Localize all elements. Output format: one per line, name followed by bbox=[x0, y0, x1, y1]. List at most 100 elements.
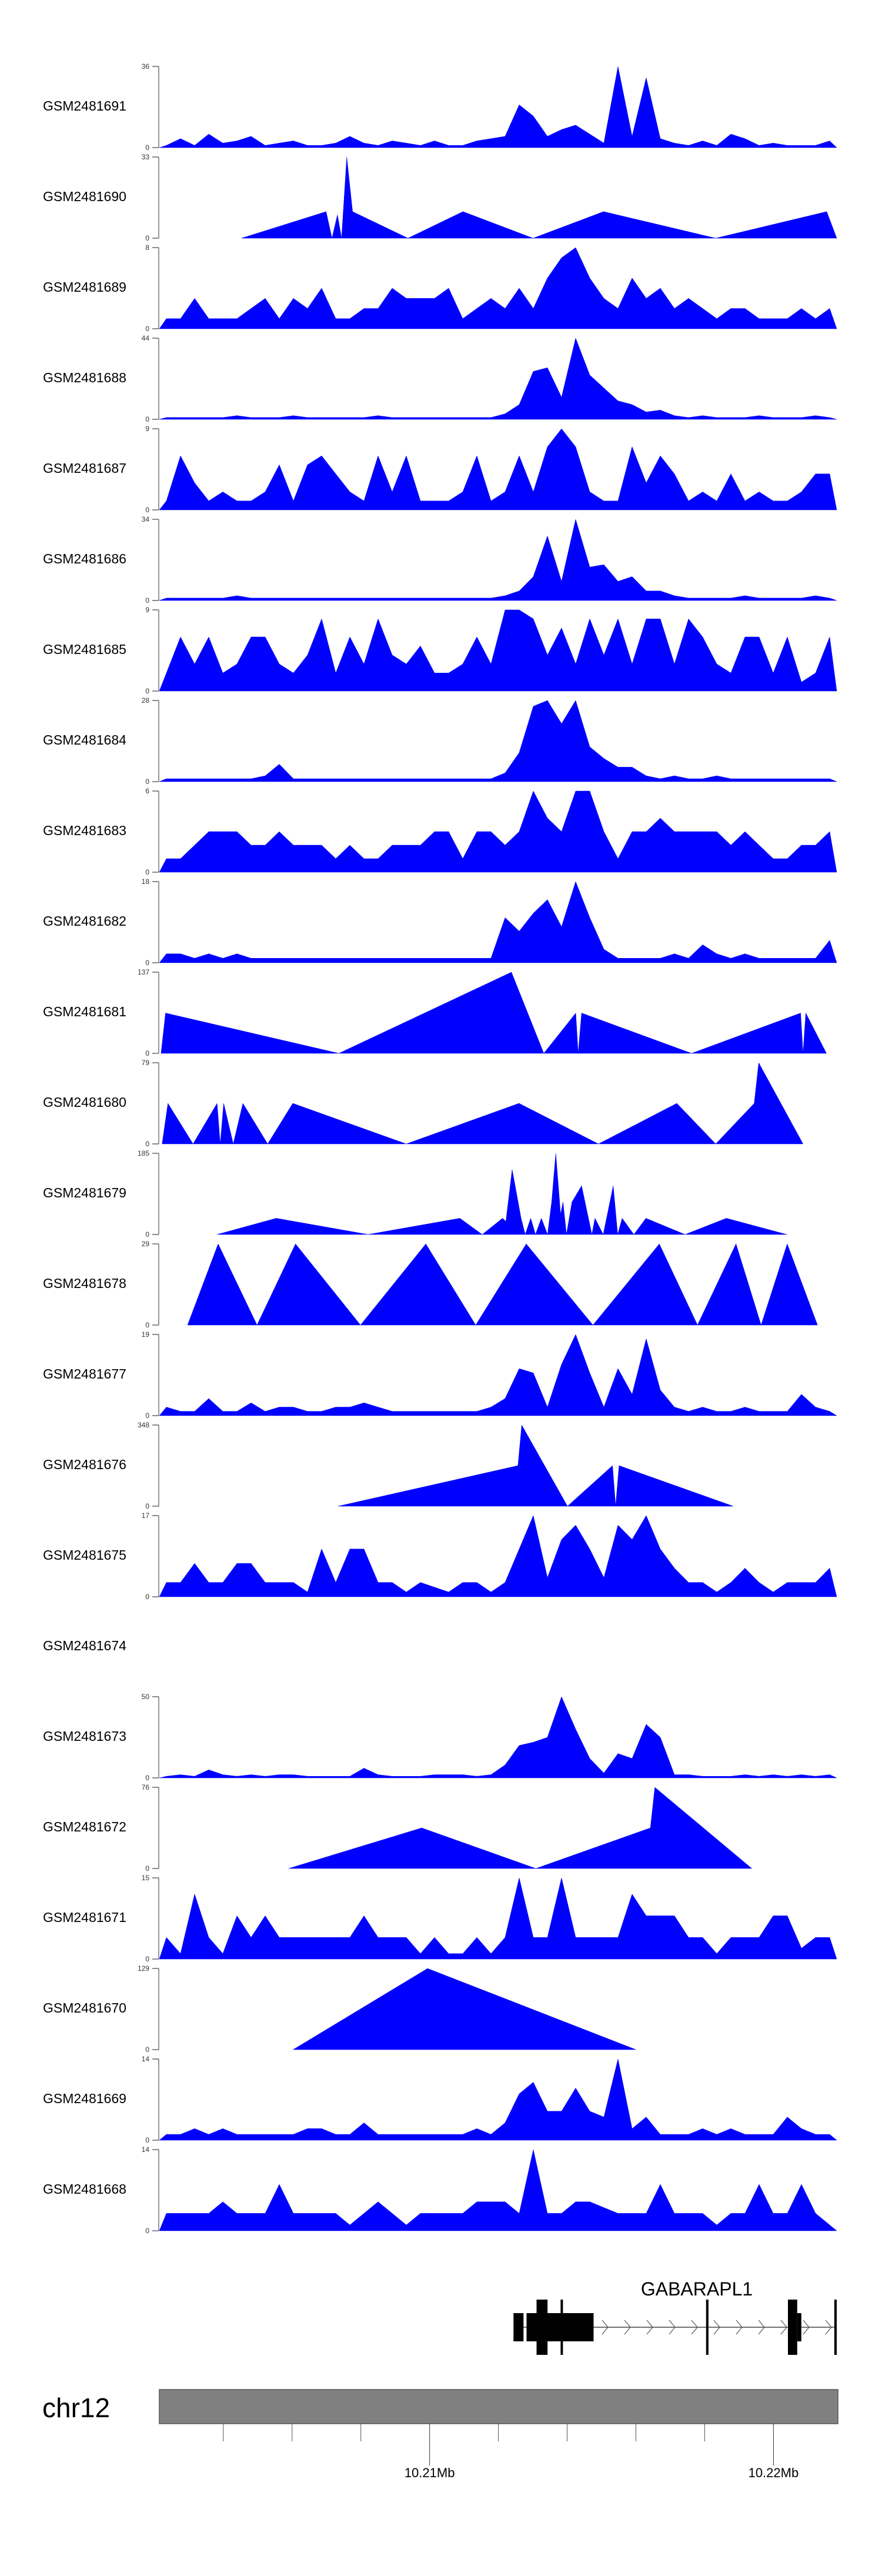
y-tick-label-min: 0 bbox=[145, 144, 149, 152]
track-label: GSM2481671 bbox=[43, 1910, 126, 1925]
y-tick-label-min: 0 bbox=[145, 1140, 149, 1148]
y-tick-label-min: 0 bbox=[145, 596, 149, 605]
track-gsm2481674: GSM2481674 bbox=[43, 1638, 126, 1653]
y-tick-label-min: 0 bbox=[145, 687, 149, 695]
strand-arrow-icon bbox=[713, 2320, 720, 2335]
strand-arrow-icon bbox=[758, 2320, 765, 2335]
track-gsm2481682: GSM2481682 18 0 bbox=[43, 877, 837, 967]
track-gsm2481679: GSM2481679 185 0 bbox=[43, 1149, 787, 1239]
track-gsm2481680: GSM2481680 79 0 bbox=[43, 1059, 804, 1148]
coverage-area bbox=[159, 66, 837, 148]
major-tick-label: 10.22Mb bbox=[749, 2465, 799, 2480]
exon-cds bbox=[788, 2300, 797, 2355]
coverage-area bbox=[159, 700, 837, 782]
coverage-area bbox=[217, 1153, 787, 1235]
exon-utr bbox=[513, 2313, 524, 2341]
track-label: GSM2481673 bbox=[43, 1729, 126, 1744]
track-gsm2481671: GSM2481671 15 0 bbox=[43, 1874, 837, 1963]
y-tick-label-max: 14 bbox=[142, 2145, 150, 2154]
chromosome-label: chr12 bbox=[42, 2393, 110, 2423]
track-gsm2481676: GSM2481676 348 0 bbox=[43, 1421, 734, 1510]
exon-cds bbox=[706, 2300, 709, 2355]
y-tick-label-min: 0 bbox=[145, 415, 149, 423]
track-gsm2481683: GSM2481683 6 0 bbox=[43, 787, 837, 876]
track-label: GSM2481687 bbox=[43, 461, 126, 476]
coverage-area bbox=[159, 1696, 837, 1778]
strand-arrow-icon bbox=[602, 2320, 609, 2335]
strand-arrow-icon bbox=[825, 2320, 832, 2335]
track-label: GSM2481672 bbox=[43, 1819, 126, 1834]
coverage-area bbox=[159, 519, 837, 601]
track-label: GSM2481676 bbox=[43, 1457, 126, 1472]
y-tick-label-max: 9 bbox=[145, 606, 149, 614]
track-label: GSM2481690 bbox=[43, 189, 126, 204]
track-gsm2481672: GSM2481672 76 0 bbox=[43, 1783, 753, 1873]
track-label: GSM2481684 bbox=[43, 732, 126, 748]
coverage-area bbox=[288, 1787, 753, 1869]
track-gsm2481688: GSM2481688 44 0 bbox=[43, 334, 837, 423]
y-tick-label-min: 0 bbox=[145, 1502, 149, 1510]
y-tick-label-max: 28 bbox=[142, 696, 150, 705]
strand-arrow-icon bbox=[646, 2320, 653, 2335]
y-tick-label-max: 76 bbox=[142, 1783, 150, 1791]
track-gsm2481690: GSM2481690 33 0 bbox=[43, 153, 837, 242]
track-label: GSM2481679 bbox=[43, 1185, 126, 1200]
strand-arrow-icon bbox=[669, 2320, 676, 2335]
y-tick-label-max: 79 bbox=[142, 1059, 150, 1067]
gene-name-label: GABARAPL1 bbox=[641, 2278, 753, 2300]
y-tick-label-max: 19 bbox=[142, 1330, 150, 1339]
y-tick-label-max: 6 bbox=[145, 787, 149, 795]
coverage-area bbox=[159, 428, 837, 510]
track-label: GSM2481668 bbox=[43, 2181, 126, 2197]
track-label: GSM2481669 bbox=[43, 2091, 126, 2106]
y-tick-label-min: 0 bbox=[145, 325, 149, 333]
coverage-area bbox=[187, 1243, 818, 1326]
strand-arrow-icon bbox=[803, 2320, 810, 2335]
track-label: GSM2481677 bbox=[43, 1366, 126, 1382]
y-tick-label-min: 0 bbox=[145, 1049, 149, 1057]
data-tracks: GSM2481691360GSM2481690330GSM248168980GS… bbox=[43, 62, 837, 2235]
track-label: GSM2481674 bbox=[43, 1638, 126, 1653]
track-label: GSM2481675 bbox=[43, 1547, 126, 1563]
coverage-area bbox=[159, 247, 837, 329]
track-label: GSM2481682 bbox=[43, 913, 126, 929]
y-tick-label-max: 36 bbox=[142, 62, 150, 71]
y-tick-label-max: 9 bbox=[145, 425, 149, 433]
coverage-area bbox=[159, 881, 837, 963]
track-label: GSM2481688 bbox=[43, 370, 126, 385]
track-gsm2481691: GSM2481691 36 0 bbox=[43, 62, 837, 152]
coverage-area bbox=[292, 1968, 636, 2050]
y-tick-label-min: 0 bbox=[145, 959, 149, 967]
track-label: GSM2481686 bbox=[43, 551, 126, 566]
y-tick-label-max: 50 bbox=[142, 1693, 150, 1701]
coverage-area bbox=[338, 1424, 734, 1507]
coverage-area bbox=[159, 2149, 837, 2231]
y-tick-label-max: 18 bbox=[142, 877, 150, 886]
track-gsm2481678: GSM2481678 29 0 bbox=[43, 1240, 818, 1329]
exon-utr bbox=[797, 2313, 801, 2341]
genome-axis-bar bbox=[159, 2389, 838, 2424]
coverage-area bbox=[161, 972, 827, 1054]
y-tick-label-max: 29 bbox=[142, 1240, 150, 1248]
coverage-area bbox=[159, 2058, 837, 2141]
y-tick-label-min: 0 bbox=[145, 1412, 149, 1420]
y-tick-label-max: 15 bbox=[142, 1874, 150, 1882]
y-tick-label-min: 0 bbox=[145, 1864, 149, 1873]
y-tick-label-max: 34 bbox=[142, 515, 150, 523]
strand-arrow-icon bbox=[624, 2320, 631, 2335]
track-gsm2481675: GSM2481675 17 0 bbox=[43, 1511, 837, 1601]
y-tick-label-min: 0 bbox=[145, 1321, 149, 1329]
coverage-area bbox=[159, 338, 837, 420]
y-tick-label-max: 33 bbox=[142, 153, 150, 161]
strand-arrow-icon bbox=[691, 2320, 698, 2335]
track-gsm2481673: GSM2481673 50 0 bbox=[43, 1693, 837, 1782]
y-tick-label-max: 348 bbox=[138, 1421, 149, 1429]
y-tick-label-min: 0 bbox=[145, 234, 149, 242]
y-tick-label-min: 0 bbox=[145, 778, 149, 786]
y-tick-label-max: 44 bbox=[142, 334, 150, 342]
y-tick-label-max: 17 bbox=[142, 1511, 150, 1520]
y-tick-label-min: 0 bbox=[145, 1593, 149, 1601]
track-label: GSM2481683 bbox=[43, 823, 126, 838]
coverage-area bbox=[159, 790, 837, 873]
